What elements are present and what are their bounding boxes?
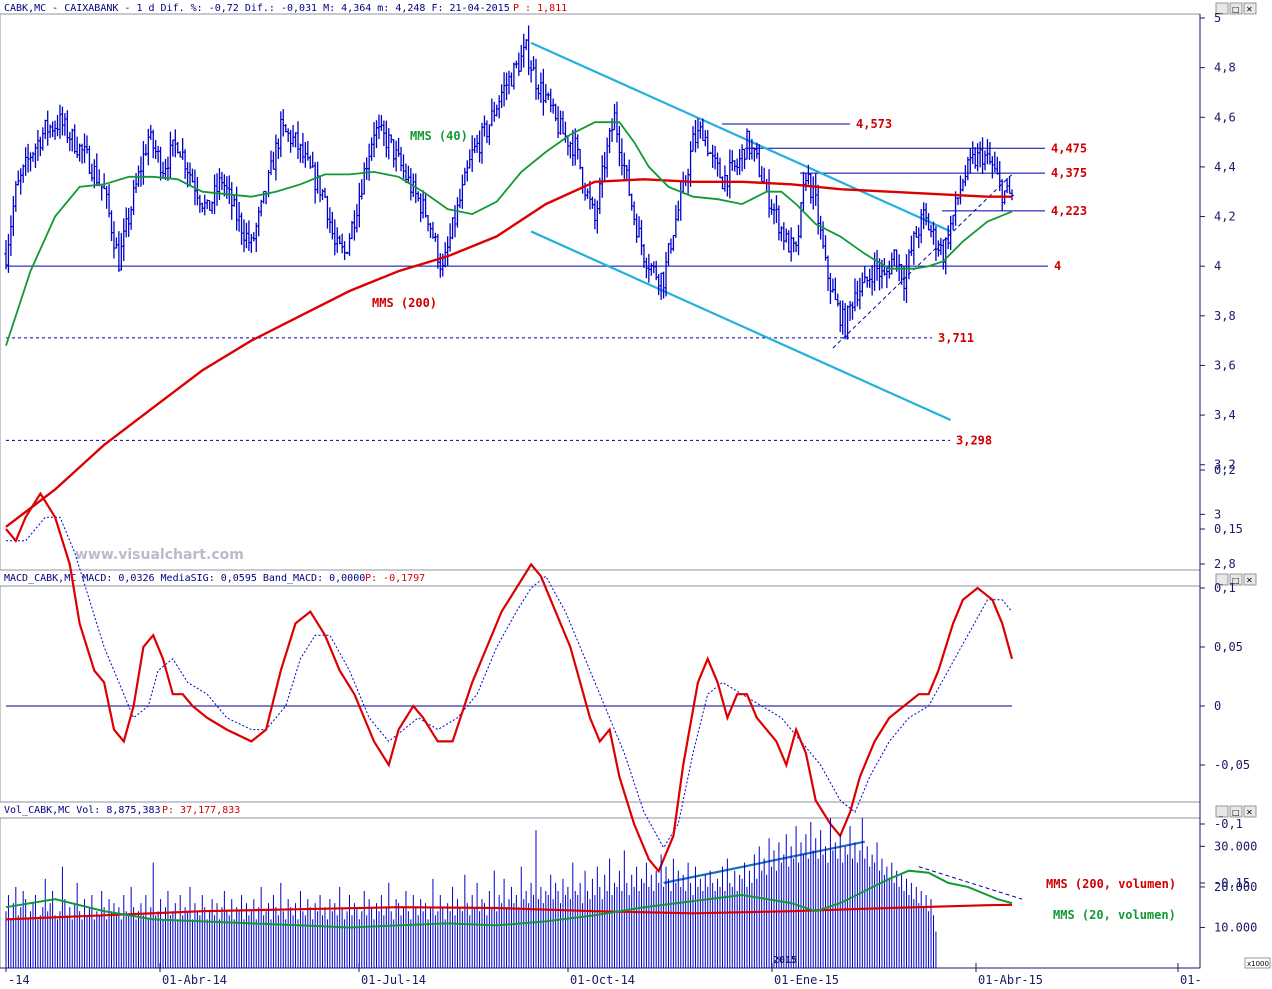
watermark: www.visualchart.com [75,547,244,563]
macd-y-tick-label: 0 [1214,699,1221,713]
price-y-tick-label: 3 [1214,507,1221,521]
price-y-tick-label: 3,2 [1214,458,1236,472]
volume-window-buttons: _ □ ✕ [1215,805,1257,818]
channel-line-1 [530,230,952,422]
vol-y-tick-label: 10.000 [1214,920,1257,934]
volume-scale-box [1244,957,1271,969]
level-label-2: 4,375 [1051,166,1087,180]
level-label-0: 4,573 [856,117,892,131]
macd-y-tick-label: 0,1 [1214,581,1236,595]
price-y-tick-label: 3,6 [1214,358,1236,372]
macd-y-tick-label: -0,15 [1214,876,1250,890]
year-label: 2015 [773,955,797,966]
macd-minimize-icon: _ [1218,576,1224,585]
vol-y-tick-label: 30.000 [1214,839,1257,853]
macd-close-button[interactable] [1243,573,1257,586]
close-icon: ✕ [1246,5,1253,14]
vol-close-icon: ✕ [1246,808,1253,817]
mms200-line [5,178,1012,528]
vol-y-tick-label: 20.000 [1214,880,1257,894]
vol-maximize-button[interactable] [1229,805,1243,818]
mms200-label: MMS (200) [372,296,437,310]
macd-header: MACD_CABK,MC MACD: 0,0326 MediaSIG: 0,05… [4,573,365,584]
macd-line [5,491,1014,874]
vol-maximize-icon: □ [1232,808,1240,817]
macd-maximize-icon: □ [1232,576,1240,585]
level-label-3: 4,223 [1051,204,1087,218]
channel-line-0 [530,41,952,233]
vol-close-button[interactable] [1243,805,1257,818]
axis-labels: 5 4,8 4,6 4,4 4,2 4 3,8 3,6 3,4 3,2 3 2,8 0,2 0,15 0,1… [5,11,1257,987]
macd-y-tick-label: -0,1 [1214,817,1243,831]
price-y-tick-label: 3,8 [1214,309,1236,323]
minimize-icon: _ [1218,5,1224,14]
x-tick-label: -14 [8,973,30,987]
volume-chart [5,818,1023,968]
price-header-p: P : 1,811 [513,3,567,14]
vol-mms200-line [5,903,1013,921]
macd-maximize-button[interactable] [1229,573,1243,586]
mms40-line [5,121,1013,346]
vol-minimize-icon: _ [1218,808,1224,817]
price-y-tick-label: 4 [1214,259,1221,273]
macd-minimize-button[interactable] [1215,573,1229,586]
macd-header-p: P: -0,1797 [365,573,425,584]
level-label-4: 4 [1054,259,1061,273]
macd-window-buttons: _ □ ✕ [1215,573,1257,586]
macd-y-tick-label: -0,05 [1214,758,1250,772]
price-header: CABK,MC - CAIXABANK - 1 d Dif. %: -0,72 … [4,3,510,14]
volume-header: Vol_CABK,MC Vol: 8,875,383 [4,805,161,816]
level-label-1: 4,475 [1051,141,1087,155]
price-y-tick-label: 5 [1214,11,1221,25]
maximize-icon: □ [1232,5,1240,14]
minimize-button[interactable] [1215,2,1229,15]
price-y-tick-label: 4,2 [1214,210,1236,224]
price-y-tick-label: 4,8 [1214,61,1236,75]
x-tick-label: 01-Jul-14 [361,973,426,987]
vol-minimize-button[interactable] [1215,805,1229,818]
price-chart: 4,573 4,475 4,375 4,223 4 3,711 3,298 [4,25,1087,528]
x-tick-label: 01-Ene-15 [774,973,839,987]
macd-y-tick-label: 0,05 [1214,640,1243,654]
vol200-label: MMS (200, volumen) [1046,877,1176,891]
price-y-tick-label: 2,8 [1214,557,1236,571]
price-y-tick-label: 4,6 [1214,110,1236,124]
price-window-buttons: _ □ ✕ [1215,2,1257,15]
price-panel [0,13,1201,571]
close-button[interactable] [1243,2,1257,15]
x-tick-label: 01- [1180,973,1202,987]
mms40-label: MMS (40) [410,129,468,143]
vol20-label: MMS (20, volumen) [1053,908,1176,922]
price-bar [1010,189,1014,201]
price-y-tick-label: 4,4 [1214,160,1236,174]
volume-scale-label: x1000 [1247,960,1269,968]
level-label-6: 3,298 [956,433,992,447]
level-label-5: 3,711 [938,331,974,345]
macd-y-tick-label: 0,2 [1214,463,1236,477]
macd-close-icon: ✕ [1246,576,1253,585]
volume-header-p: P: 37,177,833 [162,805,240,816]
x-tick-label: 01-Abr-14 [162,973,227,987]
macd-y-tick-label: 0,15 [1214,522,1243,536]
x-tick-label: 01-Abr-15 [978,973,1043,987]
maximize-button[interactable] [1229,2,1243,15]
price-y-tick-label: 3,4 [1214,408,1236,422]
x-tick-label: 01-Oct-14 [570,973,635,987]
vol-mms20-line [5,869,1013,929]
